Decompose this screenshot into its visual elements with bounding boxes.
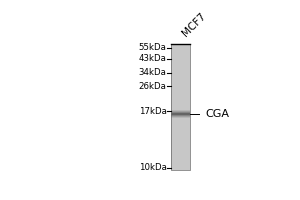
Text: 26kDa: 26kDa — [139, 82, 166, 91]
Text: 43kDa: 43kDa — [139, 54, 166, 63]
Text: 55kDa: 55kDa — [139, 43, 166, 52]
Text: 17kDa: 17kDa — [139, 107, 166, 116]
Text: 34kDa: 34kDa — [139, 68, 166, 77]
Bar — [171, 44, 190, 170]
Text: 10kDa: 10kDa — [139, 163, 166, 172]
Bar — [171, 44, 190, 170]
Text: CGA: CGA — [205, 109, 229, 119]
Text: MCF7: MCF7 — [181, 11, 208, 39]
